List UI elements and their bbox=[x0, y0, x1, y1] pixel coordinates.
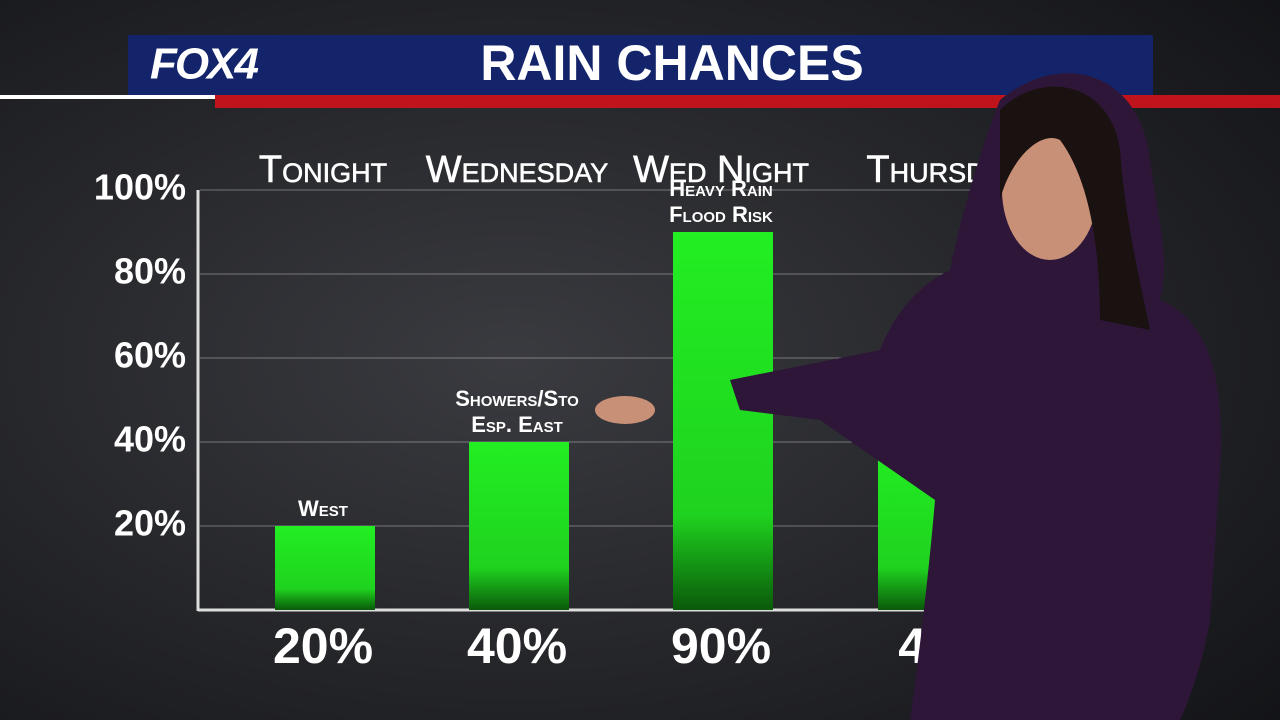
bar-annotation: Esp. East bbox=[471, 412, 563, 437]
bar-annotation: Heavy Rain bbox=[669, 176, 772, 201]
bar bbox=[469, 442, 569, 610]
y-tick-label: 20% bbox=[114, 503, 186, 544]
y-tick-label: 100% bbox=[94, 167, 186, 208]
bar-annotation: Flood Risk bbox=[669, 202, 773, 227]
y-tick-label: 60% bbox=[114, 335, 186, 376]
y-tick-label: 40% bbox=[114, 419, 186, 460]
bar bbox=[275, 526, 375, 610]
value-label: 20% bbox=[273, 618, 373, 674]
header-bar bbox=[128, 35, 1153, 95]
value-label: 90% bbox=[671, 618, 771, 674]
x-category-label: Wednesday bbox=[426, 149, 608, 191]
x-category-label: Wed Night bbox=[633, 149, 809, 191]
value-label: 40% bbox=[467, 618, 567, 674]
bar bbox=[673, 232, 773, 610]
x-category-label: Tonight bbox=[259, 149, 387, 191]
x-category-label: Thursd bbox=[866, 149, 985, 191]
presenter bbox=[595, 73, 1221, 720]
bar-annotation: Showers/Sto bbox=[455, 386, 579, 411]
chart-title: RAIN CHANCES bbox=[480, 35, 863, 91]
bar-annotation: West bbox=[298, 496, 348, 521]
brand-logo: FOX4 bbox=[150, 40, 258, 89]
y-tick-label: 80% bbox=[114, 251, 186, 292]
header-line bbox=[0, 95, 215, 99]
